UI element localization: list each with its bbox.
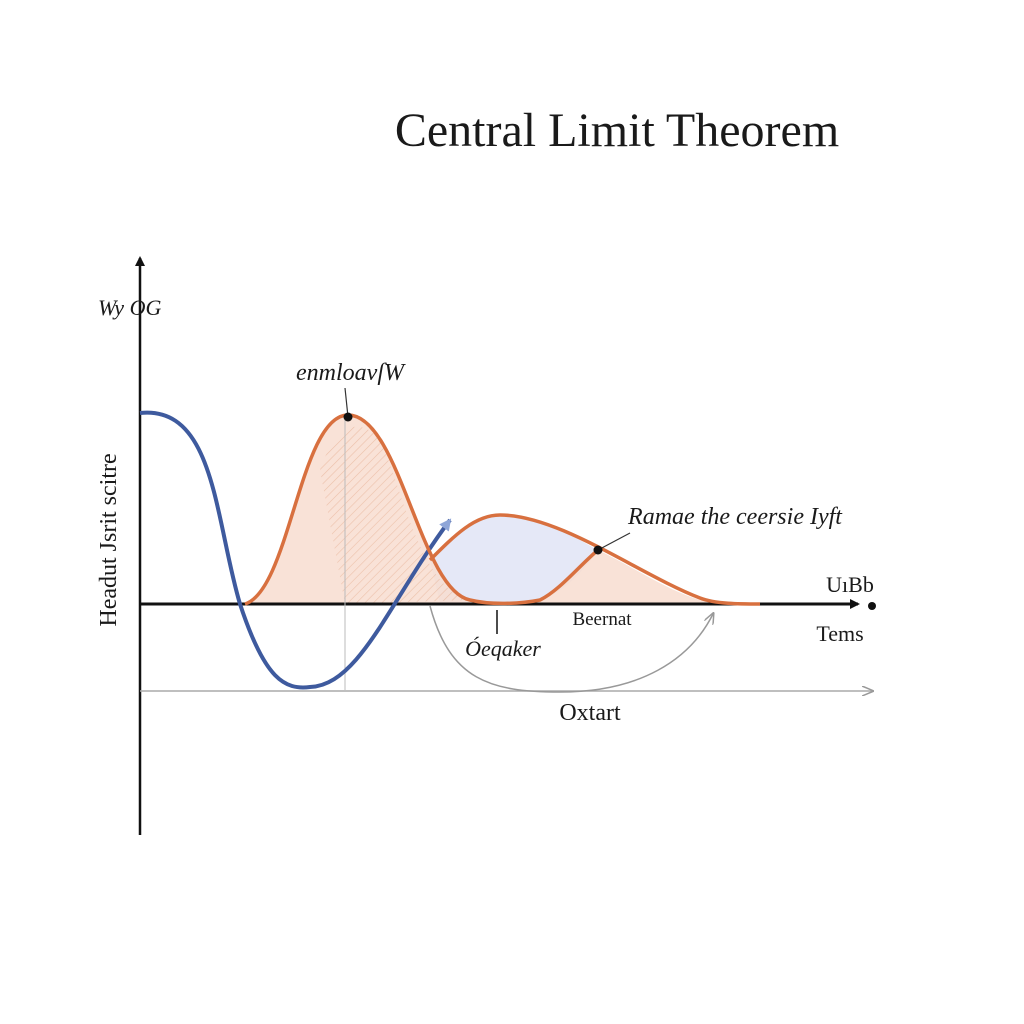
hatch [320, 426, 470, 604]
blue-area [430, 515, 598, 604]
blue-curve [139, 410, 452, 690]
x-axis-label: Tems [816, 621, 863, 646]
y-axis-label: Headut Jsrit scitre [96, 453, 122, 626]
curve-label: Ramae the ceersie Iyft [627, 504, 843, 530]
pointer [344, 387, 349, 418]
pointer [597, 532, 631, 551]
axis-dot [868, 602, 876, 610]
title: Central Limit Theorem [395, 104, 839, 157]
lower-axis-label: Oxtart [559, 700, 621, 726]
arc-label: Óeqaker [465, 636, 541, 661]
point [343, 412, 353, 422]
peak-label: enmloavſW [296, 360, 406, 386]
point [593, 545, 603, 555]
marker-label: Beernat [572, 609, 632, 630]
axis-end-label: UıBb [826, 572, 874, 597]
orange-curve [244, 413, 600, 606]
arc [429, 605, 713, 693]
y-top-label: Wy OG [98, 295, 161, 320]
orange-curve-2 [428, 513, 761, 606]
